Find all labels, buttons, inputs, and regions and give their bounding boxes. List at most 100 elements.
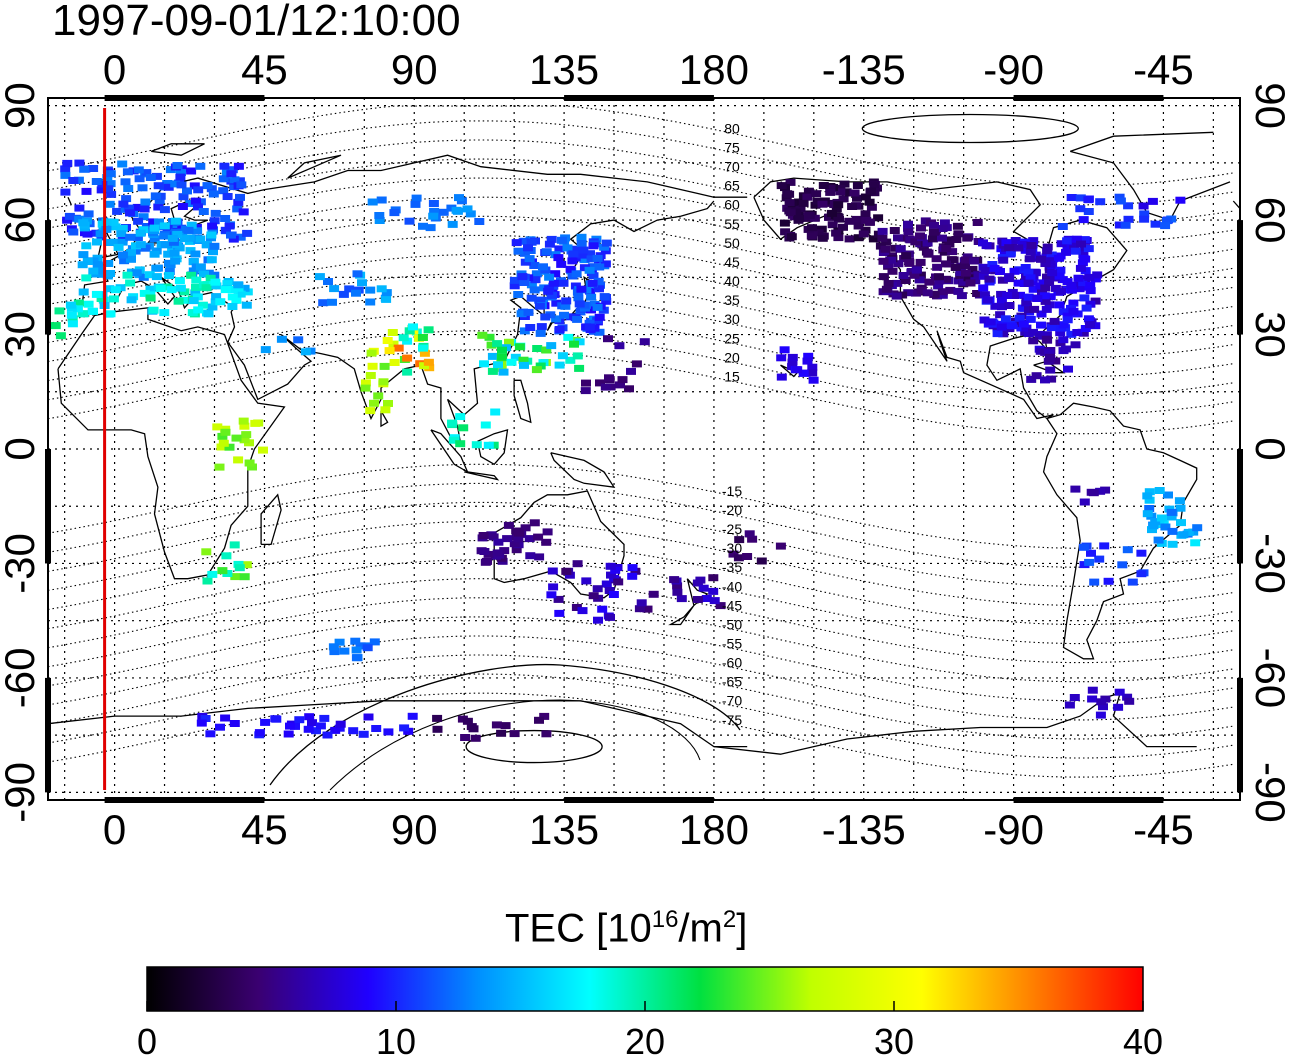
tec-cell [592, 303, 603, 311]
tec-cell [497, 346, 507, 354]
frame-bar-right [1237, 220, 1243, 335]
tec-cell [506, 358, 517, 366]
tec-cell [516, 310, 527, 318]
tec-cell [929, 221, 939, 229]
tec-cell [91, 178, 102, 185]
tec-cell [802, 193, 813, 201]
tec-cell [584, 319, 595, 327]
tec-cell [509, 540, 520, 548]
tec-cell [145, 285, 156, 293]
tec-cell [229, 176, 240, 184]
tec-cell [950, 264, 961, 271]
lat-tick-left: 0 [0, 437, 43, 460]
tec-cell [947, 248, 958, 256]
tec-cell [83, 300, 94, 308]
tec-cell [73, 299, 84, 307]
tec-cell [1025, 274, 1036, 282]
tec-cell [570, 282, 581, 290]
tec-cell [382, 337, 393, 344]
tec-cell [198, 208, 209, 215]
tec-cell [423, 358, 434, 366]
tec-cell [1021, 298, 1032, 306]
tec-cell [383, 400, 393, 407]
tec-cell [221, 552, 232, 560]
tec-cell [1142, 510, 1153, 518]
tec-cell [543, 287, 554, 295]
tec-cell [544, 240, 555, 248]
tec-cell [914, 276, 925, 284]
magnetic-contour [48, 635, 1234, 721]
tec-cell [68, 228, 79, 236]
tec-cell [1005, 249, 1016, 257]
tec-cell [1044, 349, 1055, 357]
tec-cell [798, 199, 809, 207]
tec-cell [817, 200, 828, 208]
contour-label: -45 [722, 597, 742, 613]
tec-cell [348, 727, 359, 735]
tec-cell [892, 279, 903, 287]
tec-cell [367, 198, 378, 206]
tec-cell [928, 228, 939, 236]
tec-cell [178, 193, 189, 201]
tec-cell [844, 217, 855, 225]
tec-cell [593, 616, 603, 624]
tec-cell [996, 297, 1007, 304]
tec-cell [1090, 275, 1101, 283]
tec-cell [538, 263, 548, 271]
tec-cell [708, 587, 719, 595]
tec-cell [351, 289, 361, 297]
tec-cell [573, 294, 584, 302]
tec-cell [1047, 269, 1058, 277]
tec-cell [1096, 698, 1107, 706]
lon-tick-bottom: -45 [1133, 806, 1194, 853]
tec-cell [191, 283, 201, 291]
tec-cell [541, 538, 552, 546]
tec-cell [502, 535, 513, 543]
tec-cell [113, 243, 124, 251]
magnetic-contour [48, 292, 1234, 378]
tec-cell [318, 299, 329, 307]
lon-tick-top: -135 [822, 46, 906, 93]
tec-cell [97, 291, 108, 299]
coastline [753, 177, 1128, 420]
tec-cell [838, 195, 849, 203]
lat-tick-right: 30 [1247, 311, 1292, 358]
tec-cell [541, 248, 552, 256]
tec-cell [1114, 688, 1125, 696]
tec-cell [584, 266, 595, 274]
tec-cell [1113, 703, 1124, 711]
tec-cell [933, 282, 944, 290]
tec-cell [1085, 321, 1095, 329]
tec-cell [235, 233, 246, 241]
tec-cell [132, 203, 143, 211]
tec-cell [617, 376, 628, 384]
tec-cell [112, 207, 123, 215]
tec-cell [351, 646, 362, 654]
lon-tick-top: 135 [529, 46, 599, 93]
tec-cell [103, 260, 114, 267]
tec-cell [920, 217, 931, 225]
tec-cell [1058, 321, 1069, 329]
tec-cell [195, 162, 206, 170]
lon-tick-top: -45 [1133, 46, 1194, 93]
tec-cell [571, 604, 582, 611]
tec-cell [122, 271, 133, 279]
tec-cell [155, 285, 166, 292]
tec-cell [1053, 254, 1064, 262]
tec-cell [1084, 273, 1095, 281]
lat-tick-left: 60 [0, 197, 43, 244]
contour-label: 80 [724, 120, 740, 136]
tec-cell [1077, 279, 1088, 287]
tec-cell [227, 303, 238, 310]
frame-bar-top [564, 95, 714, 101]
tec-cell [798, 369, 809, 377]
tec-cell [525, 552, 536, 560]
tec-cell [594, 313, 605, 321]
tec-cell [183, 226, 194, 234]
tec-cell [418, 344, 428, 352]
tec-cell [96, 186, 107, 194]
tec-cell [1041, 305, 1052, 313]
tec-cell [134, 175, 145, 183]
tec-cell [980, 267, 991, 274]
tec-cell [81, 242, 92, 250]
